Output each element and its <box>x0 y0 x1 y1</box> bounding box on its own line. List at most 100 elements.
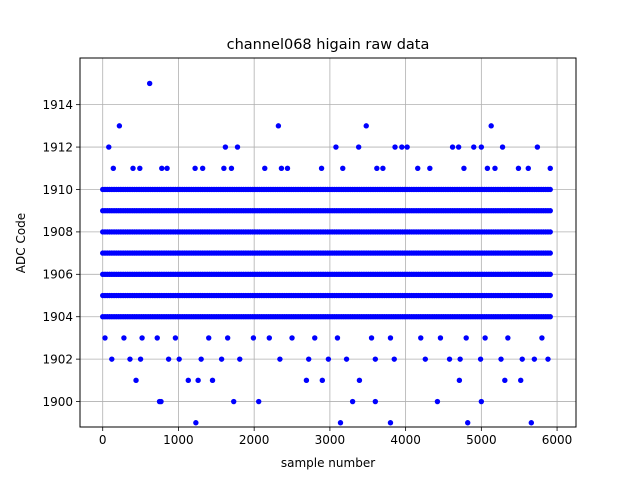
data-point <box>130 165 136 171</box>
x-axis-label: sample number <box>281 456 375 470</box>
data-point <box>195 377 201 384</box>
data-point <box>303 377 310 384</box>
data-point <box>519 356 525 362</box>
x-tick-label: 1000 <box>163 433 194 447</box>
data-point <box>237 356 243 362</box>
data-point <box>116 123 123 129</box>
data-point <box>456 377 463 384</box>
data-point <box>434 398 441 405</box>
data-point <box>372 398 379 405</box>
data-point <box>380 165 386 171</box>
y-tick-label: 1912 <box>42 140 73 154</box>
data-point <box>218 356 225 362</box>
data-point <box>457 356 463 362</box>
data-point <box>289 335 295 341</box>
data-point <box>127 356 133 362</box>
data-point <box>319 377 326 384</box>
data-point <box>478 398 485 405</box>
data-point <box>192 165 198 171</box>
data-point <box>133 377 139 384</box>
data-point <box>547 314 553 320</box>
data-point <box>463 335 469 341</box>
y-tick-label: 1906 <box>42 268 73 282</box>
x-tick-label: 4000 <box>390 433 421 447</box>
data-point <box>234 144 241 150</box>
data-point <box>158 398 164 405</box>
data-point <box>477 356 484 362</box>
plot-frame <box>79 57 577 428</box>
data-point <box>284 165 291 171</box>
data-point <box>193 420 199 426</box>
data-point <box>137 356 144 362</box>
data-point <box>505 335 511 341</box>
data-point <box>224 335 231 341</box>
data-point <box>146 80 153 87</box>
x-axis-ticks: 0 1000 2000 3000 4000 5000 6000 <box>99 427 572 447</box>
data-point <box>531 356 538 362</box>
data-point <box>209 377 216 384</box>
data-point <box>363 123 369 129</box>
data-point <box>278 165 285 171</box>
data-point <box>164 165 170 171</box>
data-point <box>266 335 273 341</box>
data-point <box>374 165 380 171</box>
data-point <box>172 335 179 341</box>
data-point <box>221 165 227 171</box>
data-point <box>231 398 237 405</box>
data-point <box>392 144 398 150</box>
data-point <box>228 165 235 171</box>
data-point <box>256 398 262 405</box>
data-point <box>176 356 182 362</box>
data-point <box>547 186 553 193</box>
data-point <box>333 144 339 150</box>
data-point <box>106 144 112 150</box>
data-point <box>461 165 467 171</box>
data-point <box>446 356 453 362</box>
data-point <box>355 144 362 150</box>
data-point <box>415 165 421 171</box>
data-point <box>262 165 268 171</box>
data-point <box>368 335 375 341</box>
data-point <box>482 335 488 341</box>
data-point <box>502 377 508 384</box>
data-point <box>465 420 471 426</box>
data-point <box>528 420 535 426</box>
data-point <box>391 356 397 362</box>
y-tick-label: 1904 <box>42 310 73 324</box>
data-point <box>547 165 553 171</box>
data-point <box>198 356 204 362</box>
data-point <box>334 335 341 341</box>
y-axis-ticks: 1900 1902 1904 1906 1908 1910 1912 1914 <box>42 98 80 409</box>
data-point <box>372 356 379 362</box>
data-point <box>109 356 115 362</box>
data-point <box>154 335 160 341</box>
data-point <box>340 165 346 171</box>
data-point <box>337 420 344 426</box>
data-point <box>545 356 551 362</box>
data-point <box>547 207 553 214</box>
data-points <box>100 80 553 426</box>
data-point <box>305 356 312 362</box>
data-point <box>159 165 165 171</box>
data-point <box>387 420 394 426</box>
data-point <box>275 123 282 129</box>
data-point <box>318 165 325 171</box>
data-point <box>325 356 332 362</box>
x-tick-label: 5000 <box>466 433 497 447</box>
data-point <box>343 356 350 362</box>
data-point <box>427 165 433 171</box>
data-point <box>277 356 283 362</box>
data-point <box>478 144 485 150</box>
data-point <box>515 165 522 171</box>
data-point <box>455 144 462 150</box>
data-point <box>539 335 545 341</box>
data-point <box>121 335 127 341</box>
data-point <box>110 165 117 171</box>
data-point <box>102 335 108 341</box>
x-tick-label: 2000 <box>239 433 270 447</box>
data-point <box>525 165 531 171</box>
data-point <box>547 271 553 278</box>
chart-title: channel068 higain raw data <box>227 37 430 53</box>
